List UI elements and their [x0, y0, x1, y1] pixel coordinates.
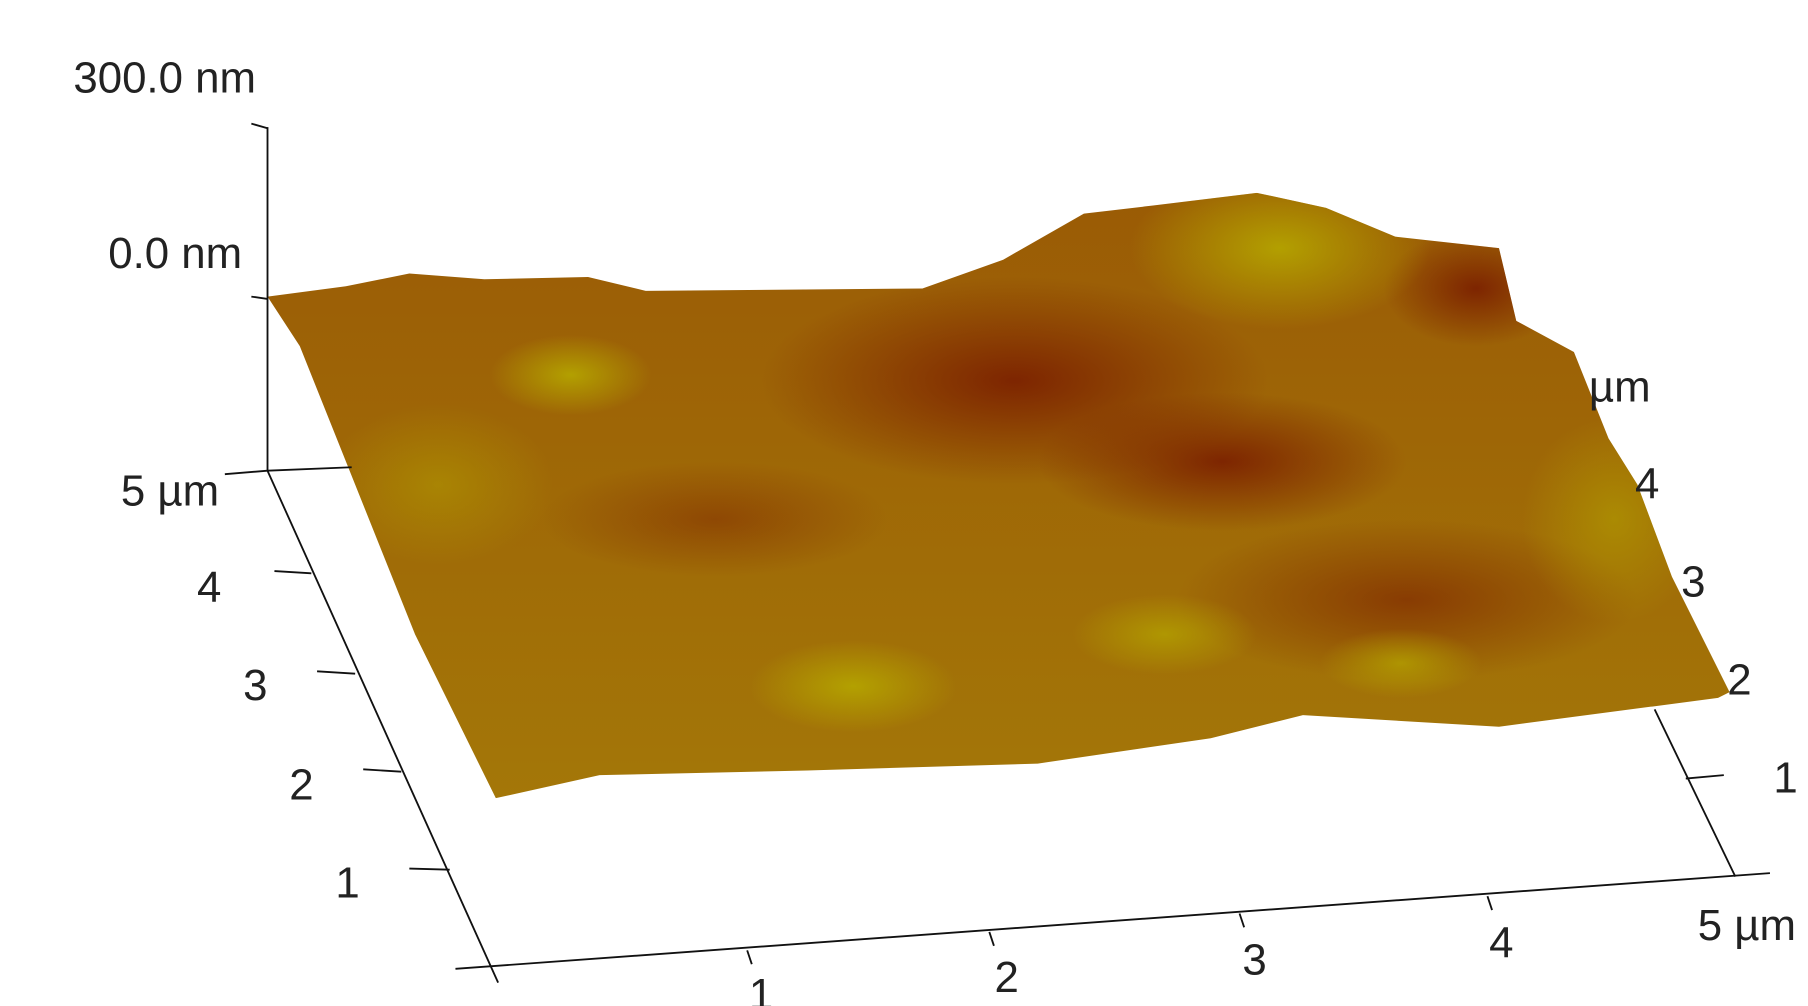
x-tick-label: 4 — [1489, 918, 1513, 967]
y-tick-label: 2 — [289, 760, 313, 809]
y-tick-label: 5 µm — [121, 466, 219, 515]
page: 300.0 nm 0.0 nm 5 µm 4 3 2 1 1 2 3 4 5 µ… — [0, 0, 1808, 1006]
right-tick-label: 1 — [1773, 753, 1797, 802]
x-tick-label: 3 — [1242, 936, 1266, 985]
z-tick-label: 300.0 nm — [73, 54, 256, 103]
surface-plot: 300.0 nm 0.0 nm 5 µm 4 3 2 1 1 2 3 4 5 µ… — [0, 0, 1808, 1006]
right-tick-label: 3 — [1681, 557, 1705, 606]
z-tick-label: 0.0 nm — [108, 229, 242, 278]
x-tick-label: 1 — [749, 970, 773, 1006]
y-tick-label: 4 — [197, 563, 221, 612]
right-tick-label: µm — [1589, 363, 1651, 412]
x-tick-label: 5 µm — [1698, 901, 1796, 950]
right-tick-label: 4 — [1635, 459, 1659, 508]
y-tick-label: 3 — [243, 661, 267, 710]
y-tick-label: 1 — [335, 858, 359, 907]
surface — [231, 167, 1753, 818]
right-tick-label: 2 — [1727, 655, 1751, 704]
x-tick-label: 2 — [994, 953, 1018, 1002]
